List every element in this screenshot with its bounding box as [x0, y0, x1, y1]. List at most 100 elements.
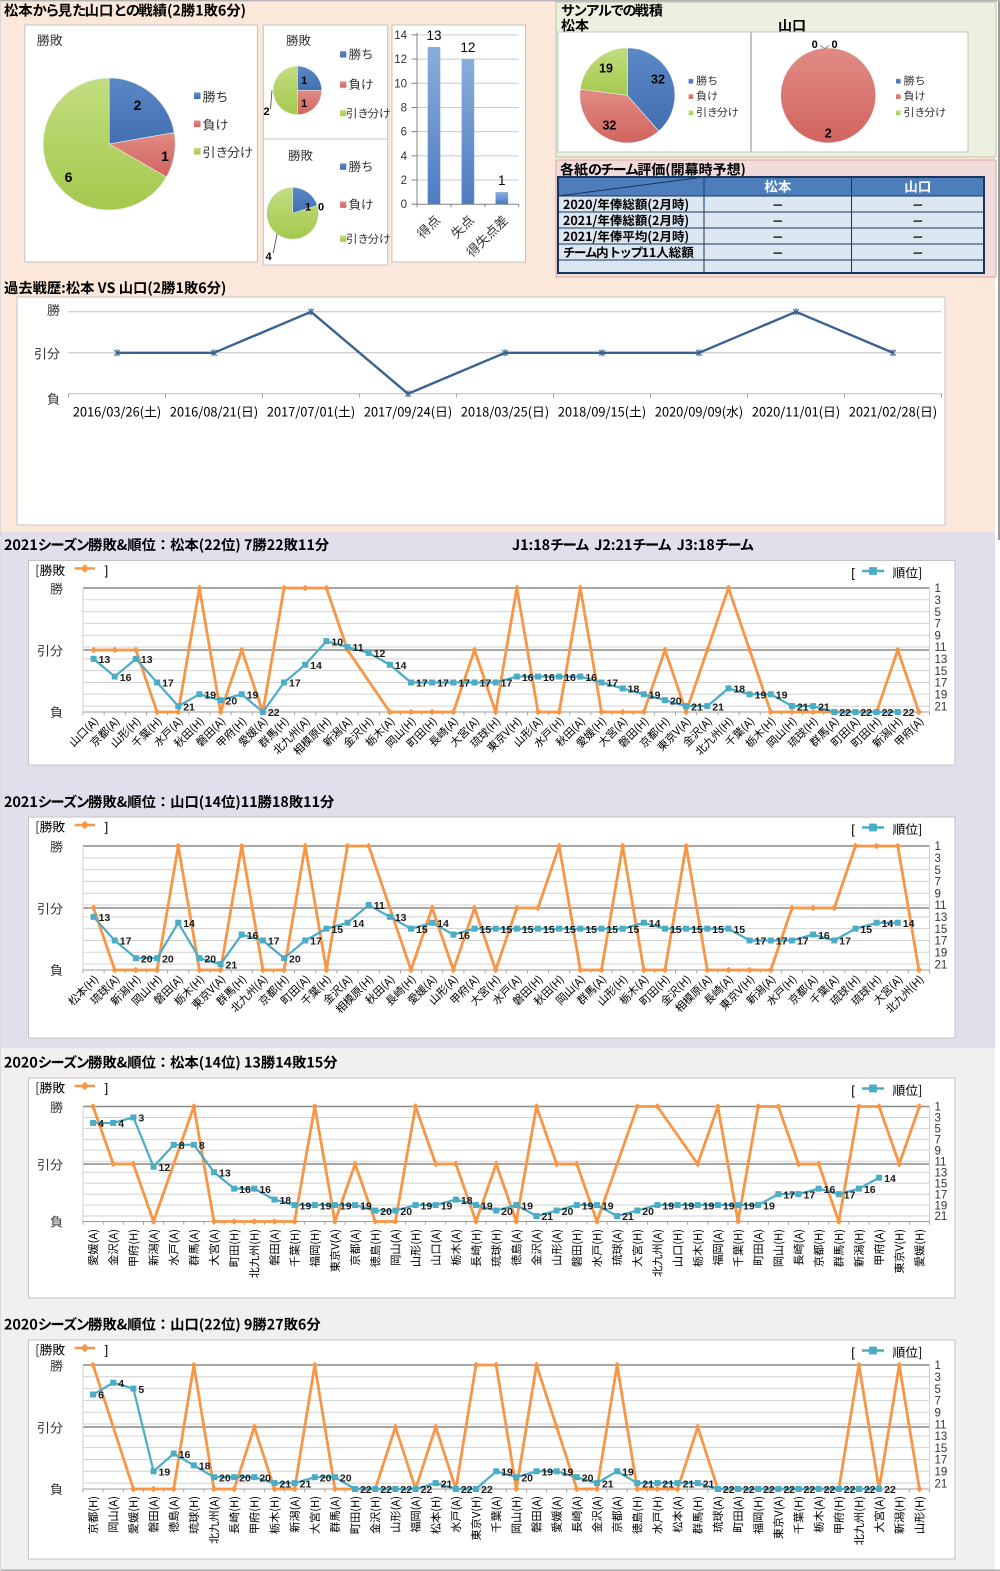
svg-text:19: 19 — [541, 1466, 553, 1478]
svg-text:13: 13 — [935, 1431, 948, 1443]
svg-text:19: 19 — [755, 689, 767, 701]
svg-text:21: 21 — [935, 1478, 948, 1490]
svg-text:3: 3 — [935, 595, 941, 607]
svg-text:6: 6 — [98, 1390, 104, 1402]
svg-text:17: 17 — [935, 678, 948, 690]
svg-text:16: 16 — [824, 1184, 836, 1196]
svg-text:22: 22 — [723, 1484, 735, 1496]
svg-text:0: 0 — [401, 199, 407, 211]
svg-text:21: 21 — [797, 701, 809, 713]
svg-text:20: 20 — [400, 1206, 412, 1218]
svg-text:]: ] — [105, 1081, 109, 1096]
svg-text:20: 20 — [320, 1472, 332, 1484]
svg-text:0: 0 — [832, 39, 838, 51]
svg-text:19: 19 — [300, 1200, 312, 1212]
svg-text:15: 15 — [564, 924, 576, 936]
svg-text:15: 15 — [543, 924, 555, 936]
svg-text:19: 19 — [599, 62, 613, 76]
svg-text:21: 21 — [300, 1478, 312, 1490]
svg-text:15: 15 — [935, 666, 948, 678]
svg-text:15: 15 — [691, 924, 703, 936]
svg-text:15: 15 — [585, 924, 597, 936]
svg-text:]: ] — [105, 1343, 109, 1358]
svg-text:17: 17 — [839, 936, 851, 948]
svg-text:7: 7 — [935, 877, 941, 889]
svg-text:21: 21 — [691, 701, 703, 713]
svg-text:7: 7 — [935, 1396, 941, 1408]
svg-text:19: 19 — [683, 1200, 695, 1212]
svg-text:14: 14 — [882, 918, 894, 930]
svg-text:19: 19 — [582, 1200, 594, 1212]
svg-text:15: 15 — [331, 924, 343, 936]
svg-text:21: 21 — [279, 1478, 291, 1490]
svg-text:15: 15 — [606, 924, 618, 936]
svg-text:22: 22 — [783, 1484, 795, 1496]
svg-text:19: 19 — [204, 689, 216, 701]
svg-text:14: 14 — [310, 660, 322, 672]
svg-text:12: 12 — [394, 54, 407, 66]
svg-text:17: 17 — [120, 936, 132, 948]
svg-text:4: 4 — [98, 1118, 104, 1130]
svg-text:16: 16 — [458, 930, 470, 942]
svg-text:20: 20 — [162, 953, 174, 965]
svg-text:14: 14 — [394, 30, 407, 42]
svg-text:9: 9 — [935, 1146, 941, 1158]
svg-text:17: 17 — [437, 678, 449, 690]
svg-text:15: 15 — [935, 924, 948, 936]
svg-text:19: 19 — [662, 1200, 674, 1212]
svg-text:9: 9 — [935, 888, 941, 900]
svg-text:5: 5 — [935, 1384, 941, 1396]
svg-text:19: 19 — [935, 1200, 948, 1212]
svg-text:3: 3 — [935, 1113, 941, 1125]
svg-text:0: 0 — [812, 39, 818, 51]
svg-text:18: 18 — [461, 1195, 473, 1207]
svg-text:16: 16 — [543, 672, 555, 684]
svg-text:2: 2 — [825, 127, 832, 141]
svg-text:[: [ — [851, 566, 855, 581]
svg-text:19: 19 — [441, 1200, 453, 1212]
svg-text:]: ] — [105, 563, 109, 578]
svg-text:12: 12 — [460, 40, 475, 55]
svg-text:16: 16 — [818, 930, 830, 942]
svg-text:17: 17 — [783, 1189, 795, 1201]
svg-text:1: 1 — [301, 75, 307, 87]
svg-text:20: 20 — [582, 1472, 594, 1484]
svg-text:2: 2 — [401, 175, 407, 187]
svg-text:19: 19 — [763, 1200, 775, 1212]
svg-text:[: [ — [851, 1345, 855, 1360]
svg-text:17: 17 — [935, 1455, 948, 1467]
svg-text:22: 22 — [380, 1484, 392, 1496]
svg-text:21: 21 — [662, 1478, 674, 1490]
svg-text:19: 19 — [935, 1466, 948, 1478]
svg-text:1: 1 — [301, 98, 307, 110]
svg-text:13: 13 — [935, 912, 948, 924]
svg-text:4: 4 — [265, 251, 272, 263]
svg-text:9: 9 — [935, 630, 941, 642]
svg-text:17: 17 — [310, 936, 322, 948]
svg-text:21: 21 — [703, 1478, 715, 1490]
svg-text:3: 3 — [935, 853, 941, 865]
svg-text:7: 7 — [935, 1135, 941, 1147]
svg-text:22: 22 — [743, 1484, 755, 1496]
svg-text:4: 4 — [118, 1378, 124, 1390]
svg-text:0: 0 — [318, 202, 324, 214]
svg-text:21: 21 — [622, 1211, 634, 1223]
svg-text:[: [ — [851, 822, 855, 837]
svg-text:15: 15 — [416, 924, 428, 936]
svg-text:22: 22 — [882, 707, 894, 719]
svg-text:20: 20 — [219, 1472, 231, 1484]
svg-text:18: 18 — [733, 684, 745, 696]
svg-text:21: 21 — [441, 1478, 453, 1490]
svg-text:16: 16 — [564, 672, 576, 684]
svg-text:20: 20 — [259, 1472, 271, 1484]
svg-text:19: 19 — [935, 947, 948, 959]
svg-text:19: 19 — [501, 1466, 513, 1478]
svg-text:22: 22 — [803, 1484, 815, 1496]
svg-text:14: 14 — [353, 918, 365, 930]
svg-text:15: 15 — [670, 924, 682, 936]
svg-text:18: 18 — [199, 1461, 211, 1473]
svg-text:21: 21 — [183, 701, 195, 713]
svg-text:19: 19 — [743, 1200, 755, 1212]
svg-text:22: 22 — [860, 707, 872, 719]
svg-text:21: 21 — [935, 959, 948, 971]
